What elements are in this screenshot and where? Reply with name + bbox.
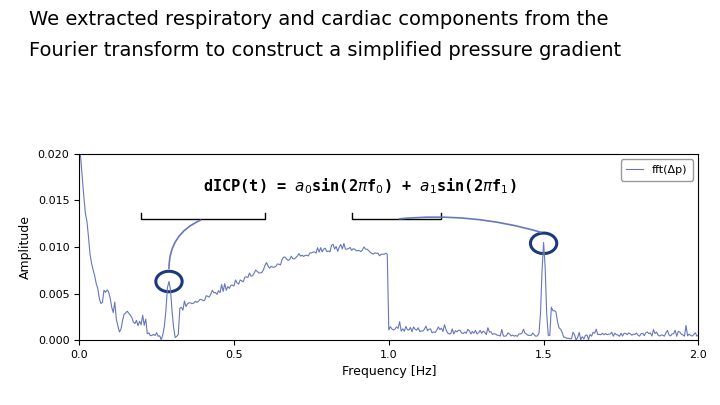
fft(Δp) [572,337,580,342]
X-axis label: Frequency [Hz]: Frequency [Hz] [341,365,436,379]
Text: Fourier transform to construct a simplified pressure gradient: Fourier transform to construct a simplif… [29,40,621,60]
fft(Δp) [708,332,716,337]
fft(Δp) [323,249,331,254]
fft(Δp) [620,331,629,336]
fft(Δp) [336,242,345,247]
Text: We extracted respiratory and cardiac components from the: We extracted respiratory and cardiac com… [29,10,608,29]
Legend: fft(Δp): fft(Δp) [621,160,693,181]
Line: fft(Δp): fft(Δp) [79,145,712,340]
fft(Δp) [75,142,84,147]
Y-axis label: Amplitude: Amplitude [19,215,32,279]
Text: dICP(t) = $a_0$sin(2$\pi$f$_0$) + $a_1$sin(2$\pi$f$_1$): dICP(t) = $a_0$sin(2$\pi$f$_0$) + $a_1$s… [203,176,516,196]
fft(Δp) [91,273,99,278]
fft(Δp) [621,331,630,336]
fft(Δp) [192,300,201,305]
